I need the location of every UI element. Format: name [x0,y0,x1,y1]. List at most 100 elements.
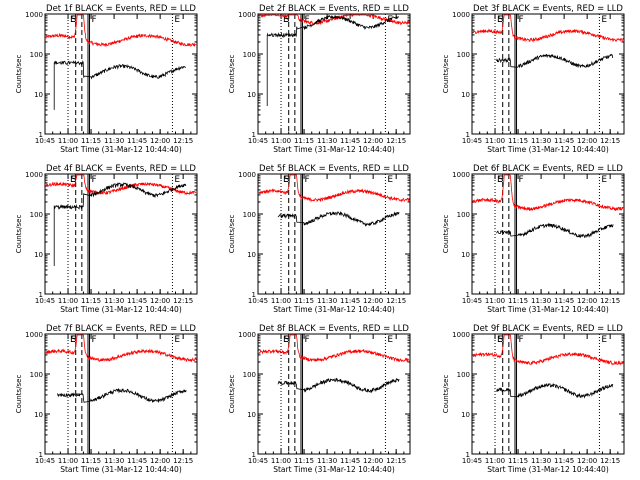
series-events-black [496,222,614,239]
x-axis-label: Start Time (31-Mar-12 10:44:40) [487,305,609,314]
y-tick-label: 100 [457,211,470,219]
x-tick-label: 12:15 [386,137,406,145]
marker-label-S: S [71,175,77,185]
marker-label-S: S [284,175,290,185]
series-events-black [277,377,400,394]
x-tick-label: 11:00 [271,457,291,465]
marker-label-E: E [283,335,289,345]
series-events-black [56,388,187,403]
series-lld-red [45,14,197,48]
y-tick-label: 1000 [238,11,256,19]
plot-frame [44,13,198,135]
marker-label-E: E [283,175,289,185]
x-tick-label: 10:45 [248,137,268,145]
x-axis-label: Start Time (31-Mar-12 10:44:40) [60,305,182,314]
x-tick-label: 12:15 [386,457,406,465]
y-axis-label: Counts/sec [442,55,450,94]
y-tick-label: 1000 [25,171,43,179]
series-lld-red [258,174,410,203]
x-tick-label: 11:15 [294,297,314,305]
y-tick-label: 1 [39,131,43,139]
x-tick-label: 10:45 [462,297,482,305]
y-tick-label: 1000 [452,171,470,179]
marker-label-F: F [92,335,97,345]
y-tick-label: 10 [461,91,470,99]
y-tick-label: 10 [34,91,43,99]
marker-label-S: S [498,335,504,345]
series-events-black [53,182,187,266]
x-tick-label: 11:00 [58,137,78,145]
x-tick-label: 10:45 [35,297,55,305]
panel-det-2: Det 2f BLACK = Events, RED = LLD 1 10 100 10… [228,4,411,154]
y-axis-label: Counts/sec [228,215,236,254]
x-axis-label: Start Time (31-Mar-12 10:44:40) [487,465,609,474]
x-tick-label: 11:30 [531,457,551,465]
x-tick-label: 11:45 [554,297,574,305]
x-tick-label: 10:45 [248,297,268,305]
x-axis-label: Start Time (31-Mar-12 10:44:40) [487,145,609,154]
x-tick-label: 11:30 [531,297,551,305]
y-tick-label: 100 [243,211,256,219]
panel-det-1: Det 1f BLACK = Events, RED = LLD 1 10 100 10… [15,4,198,154]
x-tick-label: 11:45 [554,457,574,465]
x-tick-label: 11:30 [104,457,124,465]
x-tick-label: 12:00 [150,457,170,465]
y-tick-label: 100 [243,51,256,59]
y-tick-label: 1000 [238,171,256,179]
x-tick-label: 10:45 [35,137,55,145]
panel-title: Det 3f BLACK = Events, RED = LLD [473,4,623,14]
marker-label-E: E [601,15,607,25]
marker-label-F: F [305,15,310,25]
y-axis-label: Counts/sec [228,375,236,414]
y-tick-label: 1 [39,291,43,299]
x-tick-label: 12:00 [150,297,170,305]
x-tick-label: 12:15 [386,297,406,305]
marker-label-E: E [174,15,180,25]
marker-label-F: F [519,15,524,25]
series-events-black [496,382,614,399]
panel-title: Det 6f BLACK = Events, RED = LLD [473,164,623,174]
series-lld-red [45,334,197,363]
y-axis-label: Counts/sec [15,375,23,414]
x-tick-label: 12:00 [150,137,170,145]
y-tick-label: 1000 [452,11,470,19]
y-tick-label: 10 [247,91,256,99]
x-tick-label: 12:00 [577,137,597,145]
x-tick-label: 11:30 [104,137,124,145]
x-tick-label: 12:15 [600,297,620,305]
x-tick-label: 12:15 [600,457,620,465]
y-tick-label: 100 [30,371,43,379]
panel-title: Det 7f BLACK = Events, RED = LLD [46,324,196,334]
x-tick-label: 12:15 [173,297,193,305]
x-tick-label: 12:00 [363,457,383,465]
x-tick-label: 12:00 [363,137,383,145]
y-tick-label: 1 [252,291,256,299]
x-tick-label: 10:45 [248,457,268,465]
y-axis-label: Counts/sec [442,375,450,414]
y-axis-label: Counts/sec [15,55,23,94]
marker-label-E: E [497,15,503,25]
y-tick-label: 100 [30,51,43,59]
panel-title: Det 5f BLACK = Events, RED = LLD [259,164,409,174]
plot-frame [257,13,411,135]
y-tick-label: 100 [457,51,470,59]
y-axis-label: Counts/sec [15,215,23,254]
plot-frame [257,333,411,455]
panel-det-4: Det 4f BLACK = Events, RED = LLD 1 10 100 10… [15,164,198,314]
plot-frame [257,173,411,295]
x-tick-label: 12:00 [577,457,597,465]
series-events-black [53,59,186,110]
x-tick-label: 11:15 [294,457,314,465]
x-tick-label: 11:30 [317,137,337,145]
series-events-black [496,53,614,69]
x-tick-label: 12:15 [600,137,620,145]
series-lld-red [472,14,624,43]
panel-det-6: Det 6f BLACK = Events, RED = LLD 1 10 100 10… [442,164,625,314]
marker-label-S: S [498,175,504,185]
series-lld-red [45,174,197,196]
x-tick-label: 11:45 [340,457,360,465]
marker-label-S: S [71,335,77,345]
series-lld-red [472,174,624,212]
x-tick-label: 10:45 [462,457,482,465]
